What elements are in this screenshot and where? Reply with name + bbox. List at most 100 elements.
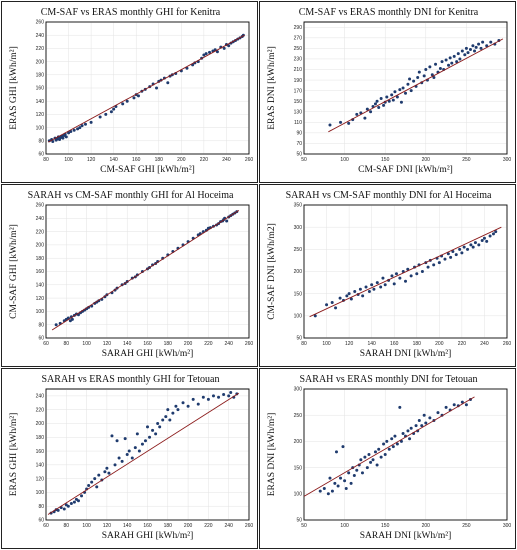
y-tick-label: 130 [294,109,303,115]
y-tick-label: 70 [296,141,302,147]
x-tick-label: 250 [462,523,471,529]
data-point [130,456,134,460]
y-tick-label: 240 [36,394,45,400]
data-point [382,442,386,446]
data-point [365,107,369,111]
data-point [398,276,402,280]
data-point [222,393,226,397]
data-point [444,58,448,62]
chart-svg-6: SARAH vs ERAS monthly DNI for Tetouan 50 1… [267,374,511,541]
x-tick-label: 200 [184,341,193,347]
y-tick-label: 200 [294,439,303,445]
x-axis-label: SARAH GHI [kWh/m²] [102,531,194,541]
data-point [480,238,484,242]
data-point [326,492,330,496]
data-point [443,257,447,261]
chart-title: SARAH vs CM-SAF monthly DNI for Al Hocei… [286,190,492,201]
y-axis-label: CM-SAF DNI [kWh/m2] [267,223,277,320]
data-point [398,405,402,409]
data-point [359,458,363,462]
chart-svg-4: SARAH vs CM-SAF monthly DNI for Al Hocei… [267,190,511,359]
x-tick-label: 220 [204,341,213,347]
y-tick-label: 300 [294,387,303,393]
x-tick-label: 240 [222,157,231,163]
data-point [107,471,111,475]
data-point [353,289,357,293]
data-point [103,470,107,474]
y-tick-label: 150 [294,291,303,297]
data-point [477,243,481,247]
data-point [450,61,454,65]
trend-line [304,396,475,497]
data-point [414,424,418,428]
data-point [375,281,379,285]
data-point [334,450,338,454]
chart-panel-2: CM-SAF vs ERAS monthly DNI for Kenitra 50… [259,1,516,183]
x-tick-label: 140 [123,341,132,347]
data-point [420,270,424,273]
y-tick-label: 140 [36,283,45,289]
data-point [437,261,441,265]
y-tick-label: 140 [36,463,45,469]
x-tick-label: 80 [64,341,70,347]
data-point [70,317,74,321]
data-point [375,99,379,103]
plot-border [45,21,250,155]
data-point [104,112,108,116]
data-point [112,107,116,111]
x-axis-label: SARAH DNI [kWh/m²] [360,349,452,359]
data-point [385,95,389,99]
data-point [347,121,351,125]
chart-svg-1: CM-SAF vs ERAS monthly GHI for Kenitra 60… [9,7,253,175]
data-point [109,110,113,114]
x-tick-label: 160 [132,157,141,163]
x-tick-label: 260 [245,523,254,529]
data-point [330,301,334,305]
x-tick-label: 160 [143,341,152,347]
y-tick-label: 200 [36,243,45,249]
data-point [360,471,364,475]
chart-title: SARAH vs ERAS monthly GHI for Tetouan [41,374,219,385]
y-tick-label: 120 [36,296,45,302]
data-point [488,234,492,238]
data-point [89,120,93,124]
y-tick-label: 180 [36,256,45,262]
data-point [426,265,430,269]
x-tick-label: 260 [245,341,254,347]
data-point [370,283,374,287]
data-point [333,481,337,485]
data-point [227,394,231,398]
data-point [394,272,398,276]
data-point [349,297,353,301]
y-tick-label: 100 [294,314,303,320]
x-tick-label: 100 [82,341,91,347]
data-point [479,46,483,50]
data-point [347,471,351,475]
data-point [464,403,468,407]
y-tick-label: 290 [294,25,303,31]
data-layer [47,390,240,515]
data-point [164,415,168,419]
data-point [401,432,405,436]
data-point [361,294,365,298]
data-point [72,128,76,132]
data-point [64,135,68,139]
plot-border [45,204,250,339]
y-tick-label: 170 [294,88,303,94]
data-point [408,77,412,81]
data-point [339,120,343,124]
data-layer [51,209,240,331]
chart-svg-5: SARAH vs ERAS monthly GHI for Tetouan 60 8… [9,374,254,541]
data-point [447,63,451,67]
data-point [387,99,391,103]
data-point [364,285,368,289]
y-tick-label: 230 [294,57,303,63]
x-tick-label: 180 [155,157,164,163]
data-point [168,418,172,422]
plot-frame [303,21,508,155]
data-point [377,447,381,451]
data-point [83,122,87,126]
data-point [398,88,402,92]
data-point [432,263,436,267]
